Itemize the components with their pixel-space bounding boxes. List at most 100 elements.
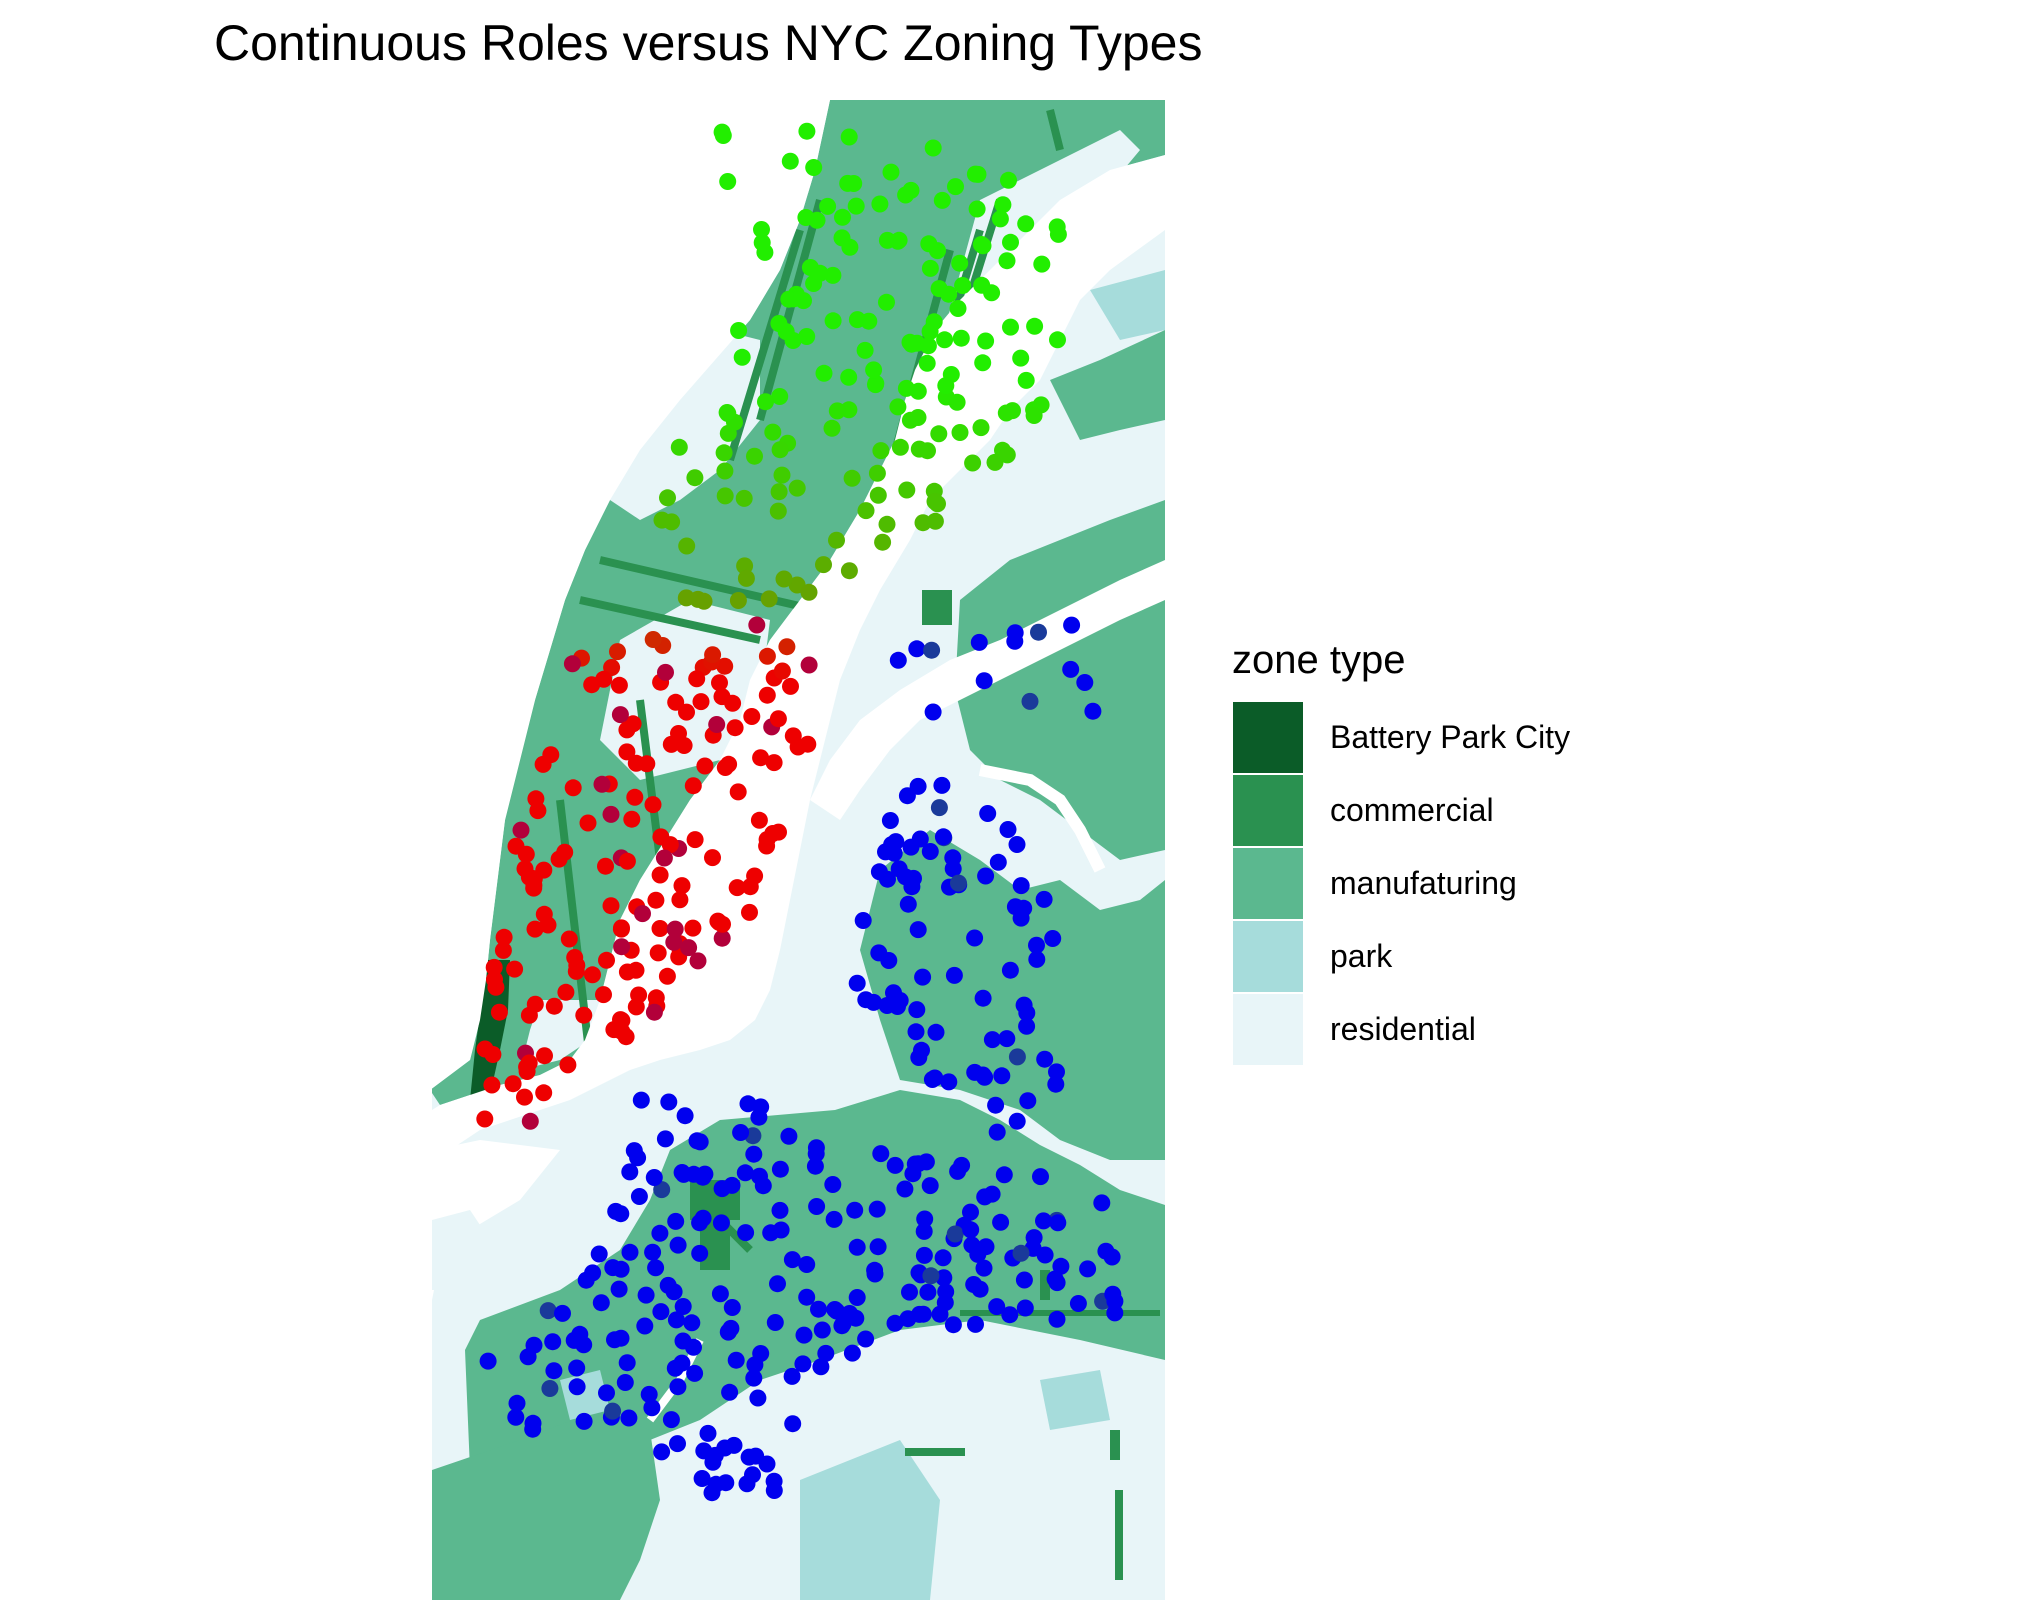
role-point [921,1177,939,1195]
role-point [719,173,737,190]
role-point [794,1355,812,1373]
role-point [944,860,962,878]
role-point [598,1384,615,1402]
role-point [946,1225,964,1243]
role-point [908,1001,926,1019]
role-point [937,377,955,395]
role-point [812,1358,830,1376]
role-point [757,393,774,411]
legend-label: manufaturing [1330,865,1517,901]
role-point [920,235,938,253]
role-point [736,557,754,575]
role-point [856,341,874,359]
role-point [584,1264,602,1282]
role-point [1012,1244,1030,1262]
role-point [881,812,899,829]
role-point [951,424,969,441]
role-point [745,1145,763,1163]
role-point [771,1160,789,1178]
role-point [568,1378,586,1396]
role-point [798,1256,816,1273]
role-point [828,531,845,549]
role-point [1026,317,1044,335]
role-point [866,1265,884,1283]
role-point [667,1212,685,1230]
legend-label: park [1330,938,1393,974]
role-point [666,920,684,938]
role-point [841,238,859,256]
role-point [640,1385,658,1403]
role-point [695,592,713,610]
role-point [741,878,759,896]
role-point [613,938,631,956]
role-point [940,1073,958,1091]
role-point [798,328,816,345]
role-point [539,916,557,934]
role-point [616,1374,634,1391]
role-point [773,662,791,680]
role-point [727,1351,745,1369]
role-point [606,1331,623,1349]
role-point [977,867,995,885]
role-point [754,1177,772,1195]
role-point [632,1091,650,1109]
role-point [693,1470,711,1487]
role-point [564,779,582,797]
page-title: Continuous Roles versus NYC Zoning Types [214,15,1203,71]
role-point [909,409,927,426]
role-point [539,1302,557,1320]
role-point [771,1201,789,1219]
role-point [935,1269,953,1287]
role-point [872,442,890,460]
role-point [989,853,1007,871]
legend-swatch [1232,993,1304,1066]
role-point [808,1198,826,1215]
role-point [972,236,990,253]
role-point [575,1412,593,1430]
role-point [969,1245,987,1263]
role-point [508,1394,526,1412]
role-point [874,533,892,551]
role-point [784,1415,802,1433]
role-point [1008,1112,1026,1130]
legend-item-battery-park-city: Battery Park City [1232,701,1570,774]
role-point [652,828,670,846]
role-point [669,1378,687,1396]
role-point [518,1063,536,1080]
role-point [1008,1048,1026,1066]
role-point [1000,171,1017,189]
role-point [965,1276,983,1293]
role-point [655,849,673,867]
role-point [847,197,865,215]
role-point [1033,255,1051,273]
role-point [612,1260,630,1278]
role-point [507,1408,525,1426]
role-point [715,444,733,462]
role-point [841,1305,859,1322]
role-point [930,280,948,298]
role-point [494,941,512,959]
role-point [723,1299,741,1316]
legend-swatch [1232,701,1304,774]
role-point [618,963,636,981]
role-point [848,974,866,992]
role-point [729,592,747,609]
role-point [658,967,676,985]
role-point [485,958,503,976]
role-point [1012,877,1030,895]
bay-water [432,1140,560,1300]
role-point [915,1246,933,1264]
role-point [949,1162,967,1180]
role-point [771,441,789,459]
role-point [649,944,667,962]
role-point [999,821,1017,838]
role-point [712,1214,730,1232]
role-point [869,1238,887,1256]
role-point [937,1283,955,1301]
role-point [891,438,909,456]
role-point [1025,407,1043,424]
role-point [737,569,755,587]
legend-label: commercial [1330,792,1494,828]
role-point [644,1243,662,1261]
role-point [910,440,928,458]
